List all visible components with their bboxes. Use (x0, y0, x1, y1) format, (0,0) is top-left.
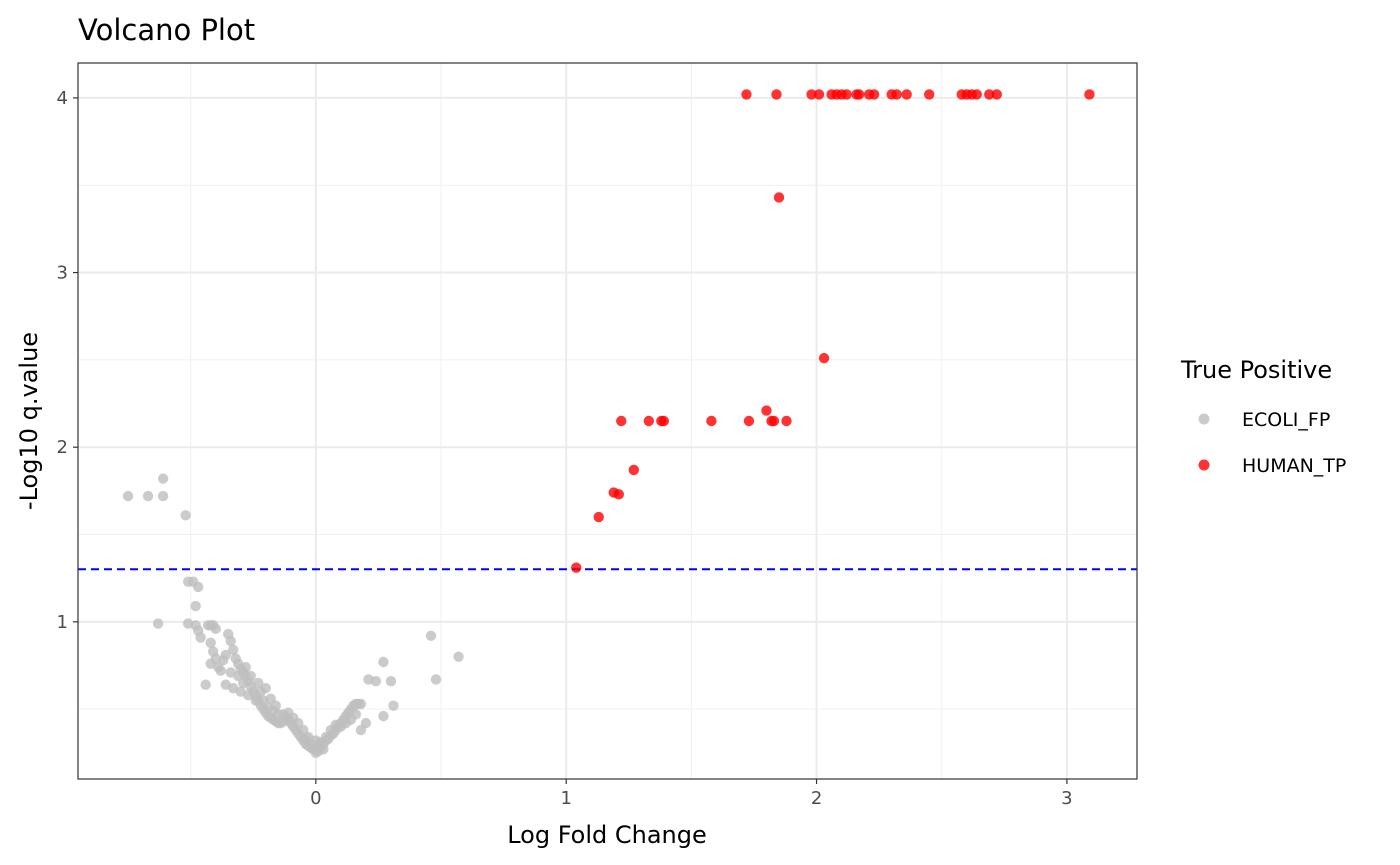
x-tick-label: 1 (560, 788, 571, 809)
data-point (706, 415, 717, 427)
x-axis-ticks: 0 1 2 3 (310, 779, 1073, 809)
data-point (430, 674, 442, 685)
data-point (924, 89, 935, 100)
data-point (388, 700, 399, 711)
x-tick-label: 2 (811, 788, 822, 809)
data-point (571, 562, 582, 573)
data-point (157, 490, 169, 502)
y-tick-label: 3 (57, 263, 68, 284)
data-point (370, 676, 382, 687)
data-point (771, 89, 782, 100)
data-point (425, 630, 437, 641)
x-tick-label: 3 (1061, 788, 1072, 809)
legend-title: True Positive (1180, 356, 1332, 384)
data-point (225, 667, 236, 678)
data-points (122, 89, 1095, 759)
data-point (743, 415, 755, 427)
data-point (220, 649, 231, 661)
data-point (761, 405, 772, 416)
legend-key-human-tp (1198, 459, 1210, 471)
chart-title: Volcano Plot (78, 13, 255, 47)
y-axis-ticks: 1 2 3 4 (57, 88, 78, 633)
data-point (378, 710, 389, 722)
data-point (841, 89, 852, 100)
data-point (260, 682, 271, 694)
data-point (190, 600, 201, 612)
data-point (868, 89, 880, 100)
data-point (250, 695, 261, 706)
data-point (180, 510, 191, 521)
data-point (891, 89, 902, 100)
data-point (243, 689, 254, 701)
plot-background (78, 63, 1137, 779)
data-point (971, 89, 982, 100)
data-point (901, 89, 912, 100)
data-point (768, 415, 780, 427)
data-point (613, 489, 624, 500)
legend-label-ecoli-fp: ECOLI_FP (1242, 409, 1330, 431)
data-point (593, 511, 604, 523)
legend-key-ecoli-fp (1198, 413, 1210, 425)
data-point (238, 677, 249, 689)
y-axis-title: -Log10 q.value (15, 332, 43, 510)
data-point (228, 644, 239, 655)
data-point (628, 464, 639, 476)
data-point (253, 677, 264, 689)
legend: True Positive ECOLI_FP HUMAN_TP (1180, 356, 1346, 477)
data-point (616, 415, 627, 427)
data-point (658, 415, 670, 427)
data-point (157, 473, 169, 484)
data-point (318, 744, 329, 755)
series-human-tp (571, 89, 1095, 573)
data-point (984, 89, 995, 100)
data-point (210, 623, 221, 635)
data-point (806, 89, 817, 100)
data-point (818, 352, 830, 364)
data-point (195, 632, 206, 643)
data-point (853, 89, 865, 100)
plot-panel-border (77, 62, 1138, 780)
data-point (781, 415, 792, 427)
data-point (200, 679, 211, 690)
data-point (360, 717, 372, 729)
data-point (453, 651, 464, 662)
data-point (300, 733, 312, 745)
data-point (350, 709, 362, 720)
data-point (385, 676, 397, 687)
series-ecoli-fp (122, 473, 464, 759)
data-point (355, 698, 367, 710)
legend-label-human-tp: HUMAN_TP (1242, 455, 1346, 477)
x-tick-label: 0 (310, 788, 321, 809)
y-tick-label: 2 (57, 437, 68, 458)
data-point (240, 662, 251, 673)
data-point (245, 670, 256, 682)
data-point (378, 656, 389, 668)
data-point (1084, 89, 1095, 100)
data-point (741, 89, 752, 100)
grid (78, 63, 1137, 779)
data-point (813, 89, 825, 100)
data-point (991, 89, 1003, 100)
data-point (215, 665, 226, 676)
data-point (643, 415, 655, 427)
y-tick-label: 4 (57, 88, 68, 109)
data-point (142, 490, 154, 502)
data-point (773, 192, 785, 203)
data-point (122, 490, 134, 502)
data-point (192, 581, 204, 593)
x-axis-title: Log Fold Change (507, 821, 707, 849)
data-point (205, 637, 216, 648)
data-point (225, 635, 236, 647)
y-tick-label: 1 (57, 612, 68, 633)
data-point (152, 618, 164, 629)
